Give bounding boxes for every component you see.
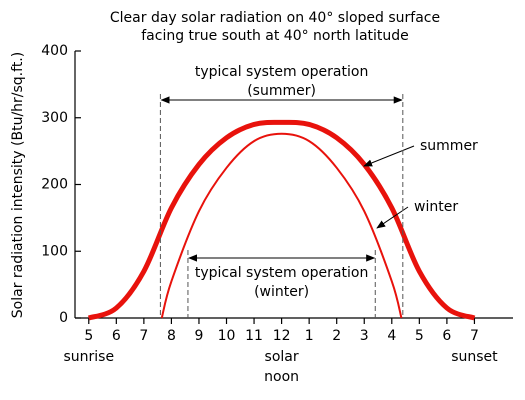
series-line <box>160 132 403 319</box>
x-tick-label: 4 <box>387 328 396 344</box>
y-axis-label: Solar radiation intensity (Btu/hr/sq.ft.… <box>10 52 26 318</box>
x-tick-label: 3 <box>360 328 369 344</box>
range-label: (winter) <box>254 284 309 300</box>
series-label: summer <box>420 138 478 154</box>
y-tick-label: 100 <box>41 243 68 259</box>
x-tick-label: 10 <box>218 328 236 344</box>
range-label: typical system operation <box>195 265 368 281</box>
x-note: noon <box>264 369 299 385</box>
y-tick-label: 0 <box>59 310 68 326</box>
range-label: typical system operation <box>195 64 368 80</box>
x-tick-label: 7 <box>139 328 148 344</box>
x-tick-label: 6 <box>442 328 451 344</box>
x-tick-label: 6 <box>112 328 121 344</box>
series-line <box>87 119 476 321</box>
range-label: (summer) <box>247 83 316 99</box>
x-note: solar <box>265 349 299 365</box>
y-tick-label: 200 <box>41 177 68 193</box>
y-tick-label: 300 <box>41 110 68 126</box>
leader-line <box>363 145 415 167</box>
x-tick-label: 12 <box>273 328 291 344</box>
x-tick-label: 9 <box>195 328 204 344</box>
x-tick-label: 1 <box>305 328 314 344</box>
x-tick-label: 5 <box>84 328 93 344</box>
x-tick-label: 7 <box>470 328 479 344</box>
x-tick-label: 2 <box>332 328 341 344</box>
x-note: sunrise <box>63 349 114 365</box>
x-tick-label: 11 <box>245 328 263 344</box>
series-label: winter <box>414 199 458 215</box>
x-tick-label: 5 <box>415 328 424 344</box>
chart-title: Clear day solar radiation on 40° sloped … <box>110 10 440 26</box>
chart-title: facing true south at 40° north latitude <box>141 28 409 44</box>
y-tick-label: 400 <box>41 43 68 59</box>
x-tick-label: 8 <box>167 328 176 344</box>
x-note: sunset <box>451 349 498 365</box>
